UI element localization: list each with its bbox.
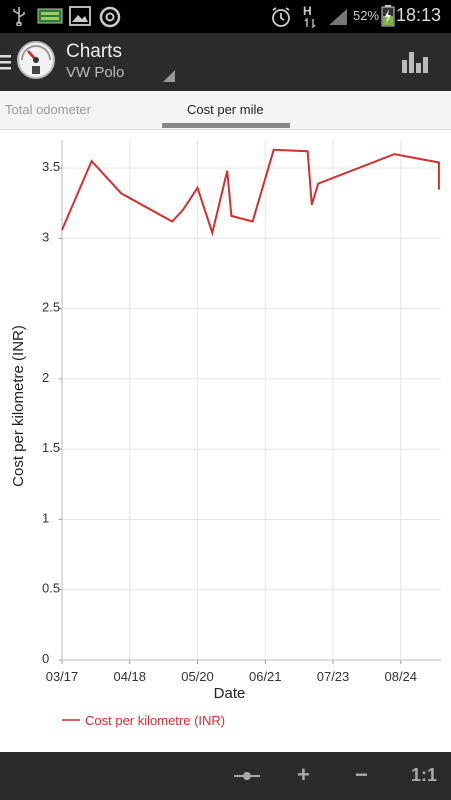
tab-indicator <box>162 123 290 128</box>
page-title: Charts <box>66 41 122 62</box>
gallery-icon <box>69 6 91 26</box>
pan-icon[interactable] <box>233 769 261 783</box>
x-tick-label: 03/17 <box>46 669 79 684</box>
fuel-gauge-icon[interactable] <box>16 40 56 80</box>
data-point <box>61 229 63 231</box>
vehicle-selector[interactable]: VW Polo <box>66 64 125 81</box>
series-line <box>61 148 440 237</box>
y-tick-label: 2.5 <box>42 300 60 315</box>
y-tick-label: 0.5 <box>42 581 60 596</box>
zoom-out-button[interactable]: − <box>355 762 368 787</box>
data-point <box>226 170 228 172</box>
sd-card-icon <box>37 8 63 24</box>
zoom-in-button[interactable]: + <box>297 762 310 787</box>
app-icon <box>99 6 121 28</box>
y-tick-label: 2 <box>42 370 49 385</box>
data-arrows-icon <box>304 18 316 28</box>
menu-icon[interactable] <box>0 53 12 71</box>
data-point <box>182 209 184 211</box>
alarm-icon <box>272 7 290 27</box>
y-tick-label: 3.5 <box>42 159 60 174</box>
x-axis-title: Date <box>214 685 246 702</box>
x-tick-label: 04/18 <box>113 669 146 684</box>
battery-charging-icon <box>381 5 395 27</box>
y-tick-label: 3 <box>42 229 49 244</box>
status-bar: H 52% 18:13 <box>0 0 451 33</box>
data-point <box>91 160 93 162</box>
data-point <box>311 204 313 206</box>
y-tick-label: 1 <box>42 510 49 525</box>
signal-icon <box>329 9 347 25</box>
data-point <box>211 232 213 234</box>
data-point <box>307 150 309 152</box>
data-point <box>171 220 173 223</box>
data-point <box>438 161 440 164</box>
data-point <box>273 149 275 151</box>
x-tick-label: 08/24 <box>384 669 417 684</box>
bottom-toolbar: + − 1:1 <box>0 752 451 800</box>
zoom-reset-button[interactable]: 1:1 <box>411 765 438 785</box>
clock: 18:13 <box>395 5 441 25</box>
data-point <box>393 153 396 155</box>
action-bar: Charts VW Polo <box>0 33 451 91</box>
x-tick-label: 07/23 <box>317 669 350 684</box>
data-point <box>120 192 122 195</box>
spinner-dropdown-icon[interactable] <box>162 69 176 83</box>
battery-percent: 52% <box>353 8 380 23</box>
tab-cost-per-mile[interactable]: Cost per mile <box>187 102 264 117</box>
usb-icon <box>13 7 25 26</box>
bar-chart-icon[interactable] <box>401 50 429 74</box>
x-tick-label: 05/20 <box>181 669 214 684</box>
data-point <box>438 188 440 190</box>
legend-label: Cost per kilometre (INR) <box>85 713 225 728</box>
cost-chart[interactable]: 0 0.5 1 1.5 2 2.5 3 3.5 03/17 04/18 05/20 06/21 07/2… <box>0 130 451 752</box>
data-point <box>196 187 199 189</box>
data-point <box>317 182 319 185</box>
y-tick-label: 0 <box>42 651 49 666</box>
y-tick-label: 1.5 <box>42 440 60 455</box>
y-axis-title: Cost per kilometre (INR) <box>10 325 27 487</box>
x-tick-label: 06/21 <box>249 669 282 684</box>
network-type: H <box>303 4 312 18</box>
data-point <box>251 220 254 223</box>
data-point <box>230 215 232 217</box>
tab-total-odometer[interactable]: Total odometer <box>5 102 91 117</box>
